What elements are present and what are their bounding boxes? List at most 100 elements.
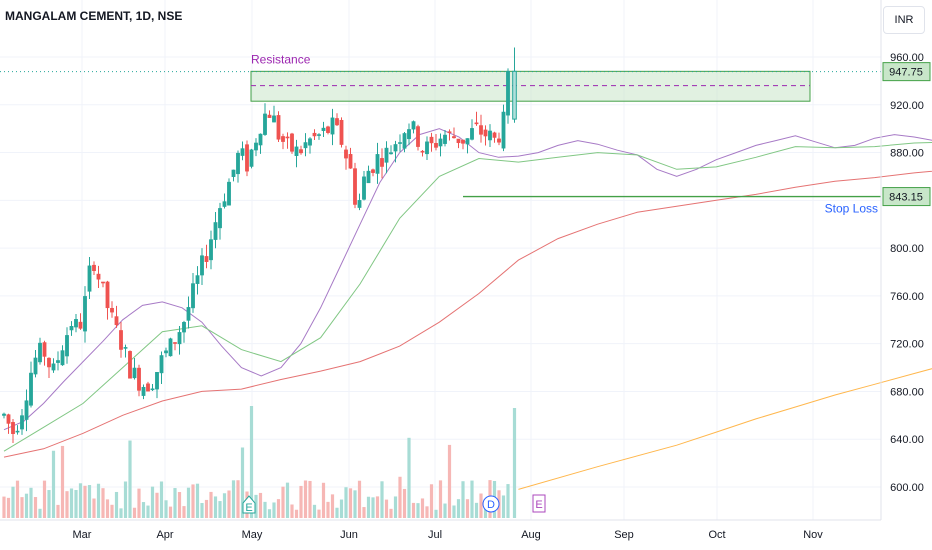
candle-body <box>213 222 218 240</box>
volume-bar <box>20 497 24 518</box>
moving-averages <box>3 128 932 490</box>
candle-body <box>11 422 15 434</box>
candle-body <box>339 119 344 145</box>
price-tick-label: 720.00 <box>890 339 924 351</box>
candle-body <box>146 383 150 392</box>
candle-body <box>312 132 317 137</box>
volume-bar <box>168 506 173 518</box>
volume-bar <box>317 509 321 518</box>
candle-body <box>290 133 294 152</box>
candle-body <box>78 321 83 329</box>
volume-bar <box>155 492 159 518</box>
volume-bar <box>353 490 357 518</box>
volume-bar <box>447 444 452 518</box>
candle-body <box>330 117 335 135</box>
volume-bar <box>402 488 407 518</box>
volume-bar <box>105 499 110 518</box>
volume-bar <box>461 481 465 518</box>
volume-bar <box>285 482 290 518</box>
candle-body <box>263 113 267 135</box>
volume-bar <box>38 508 42 518</box>
candle-body <box>168 338 173 357</box>
candle-body <box>483 129 488 137</box>
price-tick-label: 800.00 <box>890 243 924 255</box>
candle-body <box>299 149 303 154</box>
volume-bar <box>56 504 60 518</box>
volume-bar <box>177 492 182 518</box>
volume-bar <box>146 505 150 518</box>
candle-body <box>348 154 353 169</box>
candle-body <box>416 126 420 147</box>
volume-bar <box>393 496 398 518</box>
candle-body <box>393 144 398 152</box>
volume-bar <box>11 486 15 518</box>
candle-body <box>512 70 517 120</box>
candle-body <box>177 332 182 345</box>
currency-button[interactable]: INR <box>883 6 925 34</box>
candle-body <box>204 256 209 262</box>
candle-body <box>150 388 155 391</box>
volume-bar <box>222 493 227 518</box>
volume-bar <box>281 486 285 518</box>
volume-bar <box>366 496 371 518</box>
candle-body <box>447 131 452 134</box>
candle-body <box>155 371 159 390</box>
candle-body <box>29 372 33 406</box>
candle-body <box>353 168 357 205</box>
volume-bar <box>294 509 299 518</box>
volume-bar <box>416 503 420 518</box>
candle-body <box>245 144 249 172</box>
volume-bar <box>137 488 141 518</box>
candle-body <box>366 170 371 184</box>
candle-body <box>285 136 290 139</box>
candle-body <box>182 322 186 333</box>
candle-body <box>83 296 87 332</box>
volume-bar <box>186 487 191 518</box>
ma_mid-line <box>3 141 932 452</box>
volume-bar <box>51 450 56 518</box>
price-axis[interactable]: 960.00920.00880.00840.00800.00760.00720.… <box>890 52 924 494</box>
price-label-box <box>882 187 931 207</box>
candle-body <box>389 152 393 155</box>
volume-bar <box>348 488 353 518</box>
candle-body <box>209 239 213 261</box>
candle-body <box>236 152 240 175</box>
volume-bar <box>191 484 195 518</box>
volume-bar <box>200 503 204 518</box>
volume-bar <box>164 500 168 518</box>
volume-bar <box>384 499 389 518</box>
volume-bar <box>321 482 326 518</box>
candle-body <box>87 265 92 292</box>
volume-bar <box>330 494 335 518</box>
candle-body <box>200 255 204 276</box>
ma_long-line <box>518 368 932 490</box>
candle-body <box>362 176 366 200</box>
earnings-badge-past: E <box>242 495 256 514</box>
stop-loss-label: Stop Loss <box>825 202 878 216</box>
candle-body <box>402 133 407 149</box>
volume-bar <box>119 508 123 518</box>
volume-bar <box>114 491 119 518</box>
candle-body <box>465 138 470 145</box>
volume-bar <box>465 499 470 518</box>
time-tick-label: Mar <box>73 529 92 541</box>
candle-body <box>420 150 425 153</box>
volume-bar <box>227 490 231 518</box>
candle-body <box>92 264 96 272</box>
earnings-badge-label: E <box>245 502 252 514</box>
candle-body <box>438 138 443 147</box>
volume-bar <box>389 508 393 518</box>
candle-body <box>195 275 200 284</box>
time-tick-label: Aug <box>521 529 541 541</box>
candle-body <box>191 283 195 309</box>
candle-body <box>15 430 20 433</box>
volume-bars <box>2 406 517 518</box>
ma_fast-line <box>3 128 932 431</box>
candle-body <box>344 149 348 159</box>
candle-body <box>2 413 6 416</box>
volume-bar <box>92 498 96 518</box>
candle-body <box>294 146 299 156</box>
time-axis[interactable]: Mar Apr May Jun Jul Aug Sep Oct Nov <box>73 529 824 541</box>
